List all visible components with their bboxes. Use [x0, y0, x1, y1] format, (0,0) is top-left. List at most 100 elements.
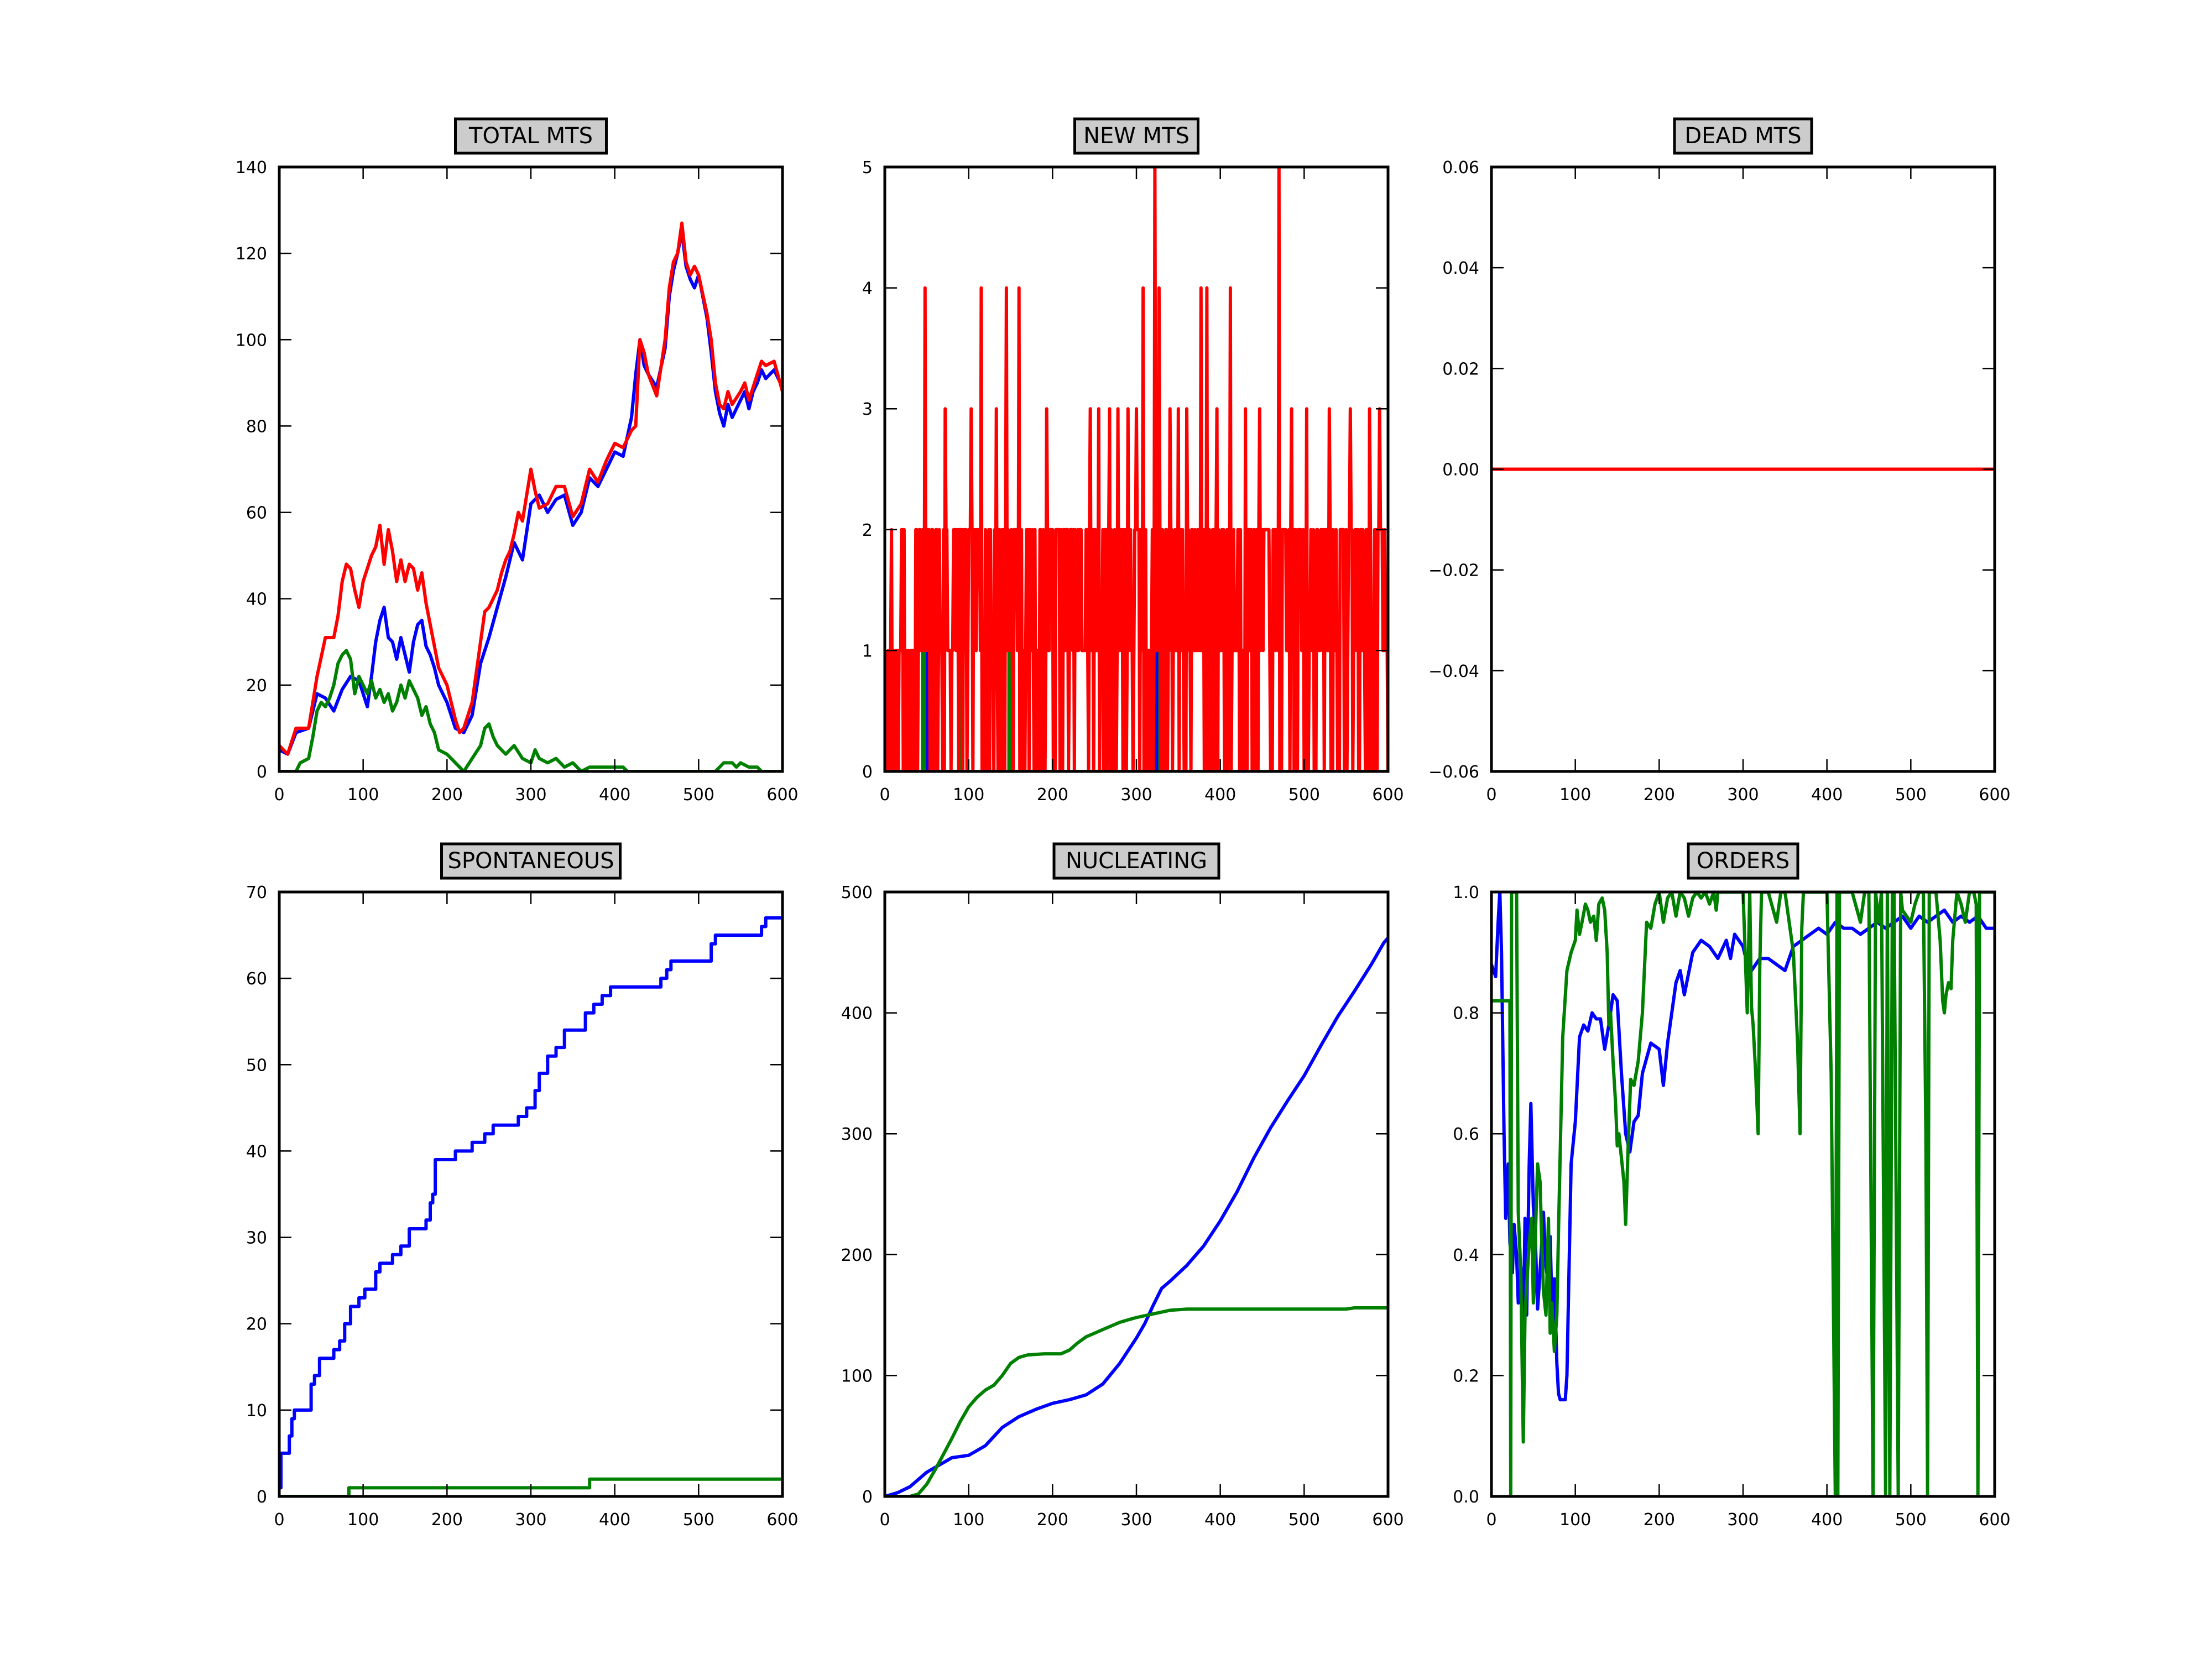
- y-tick-label: 100: [236, 331, 267, 350]
- x-tick-label: 300: [1727, 785, 1759, 805]
- x-tick-label: 600: [1979, 1510, 2010, 1530]
- y-tick-label: 300: [841, 1125, 873, 1144]
- x-tick-label: 300: [1727, 1510, 1759, 1530]
- y-tick-label: 20: [246, 676, 267, 696]
- series-group: [1491, 892, 1995, 1496]
- x-tick-label: 200: [431, 1510, 463, 1530]
- plot-area: [279, 892, 782, 1496]
- series-group: [279, 221, 782, 771]
- y-tick-label: 140: [236, 158, 267, 178]
- y-tick-label: 50: [246, 1056, 267, 1075]
- x-tick-label: 100: [953, 1510, 984, 1530]
- chart-new-mts: 0 100 200 300 400 500 600 0 1 2 3 4 5 NEW MTS: [862, 117, 1404, 805]
- x-tick-label: 400: [1204, 785, 1236, 805]
- x-tick-label: 0: [274, 785, 284, 805]
- y-tick-label: 60: [246, 969, 267, 989]
- y-tick-label: 0.00: [1442, 461, 1479, 480]
- y-tick-label: 80: [246, 417, 267, 436]
- y-tick-label: 4: [862, 279, 873, 299]
- x-tick-label: 400: [599, 1510, 630, 1530]
- title-box: [1052, 842, 1220, 880]
- x-tick-label: 300: [515, 1510, 546, 1530]
- x-tick-label: 600: [1372, 1510, 1404, 1530]
- series-line-blue: [1491, 892, 1995, 1402]
- series-group: [279, 916, 782, 1496]
- y-tick-label: 0: [257, 763, 267, 782]
- chart-nucleating: 0 100 200 300 400 500 600 0 100 200 300 400 500 NUCLE…: [841, 842, 1404, 1530]
- title-box: [454, 117, 608, 155]
- chart-dead-mts: 0 100 200 300 400 500 600 −0.06 −0.04 −0.02 0.00 0.…: [1428, 117, 2011, 805]
- y-tick-label: −0.04: [1428, 662, 1479, 681]
- y-tick-label: 200: [841, 1246, 873, 1265]
- x-tick-label: 0: [1486, 1510, 1496, 1530]
- series-line-green: [279, 1477, 782, 1496]
- x-tick-label: 0: [1486, 785, 1496, 805]
- y-tick-label: 500: [841, 883, 873, 902]
- y-tick-label: 0.6: [1453, 1125, 1479, 1144]
- y-tick-label: 100: [841, 1366, 873, 1386]
- y-tick-label: 0.2: [1453, 1366, 1479, 1386]
- y-tick-label: 40: [246, 1142, 267, 1161]
- x-tick-label: 600: [766, 1510, 798, 1530]
- chart-title: SPONTANEOUS: [448, 848, 614, 874]
- y-tick-label: −0.02: [1428, 561, 1479, 581]
- chart-title: DEAD MTS: [1684, 123, 1801, 149]
- y-tick-label: 0.06: [1442, 158, 1479, 178]
- title-box: [440, 842, 622, 880]
- y-tick-label: 40: [246, 590, 267, 609]
- y-tick-label: 10: [246, 1401, 267, 1421]
- chart-orders: 0 100 200 300 400 500 600 0.0 0.2 0.4 0.6 0.8 1.0 ORD…: [1453, 842, 2011, 1530]
- y-tick-label: 0.4: [1453, 1246, 1479, 1265]
- title-box: [1073, 117, 1199, 155]
- x-tick-label: 500: [1895, 785, 1927, 805]
- y-tick-label: 0.02: [1442, 359, 1479, 379]
- x-tick-label: 600: [1372, 785, 1404, 805]
- series-line-green: [1491, 892, 1995, 1496]
- x-tick-label: 100: [953, 785, 984, 805]
- series-line-green: [279, 649, 782, 771]
- x-tick-label: 600: [766, 785, 798, 805]
- series-line-blue: [885, 937, 1388, 1496]
- series-line-red: [885, 167, 1388, 771]
- y-tick-label: 0: [862, 763, 873, 782]
- plot-area: [885, 892, 1388, 1496]
- y-tick-label: 120: [236, 244, 267, 264]
- y-tick-label: 0.0: [1453, 1488, 1479, 1507]
- x-tick-label: 300: [515, 785, 546, 805]
- x-tick-label: 100: [1559, 785, 1591, 805]
- x-tick-label: 100: [347, 785, 379, 805]
- x-tick-label: 500: [1895, 1510, 1927, 1530]
- series-group: [885, 167, 1388, 771]
- chart-spontaneous: 0 100 200 300 400 500 600 0 10 20 30 40 50 60 70 SPONTA…: [246, 842, 799, 1530]
- plot-area: [1491, 892, 1995, 1496]
- y-tick-label: 0.04: [1442, 259, 1479, 278]
- y-tick-label: −0.06: [1428, 763, 1479, 782]
- y-tick-label: 20: [246, 1315, 267, 1334]
- y-tick-label: 0: [862, 1488, 873, 1507]
- y-tick-label: 60: [246, 504, 267, 523]
- x-tick-label: 400: [1811, 1510, 1843, 1530]
- x-tick-label: 200: [1037, 785, 1068, 805]
- x-tick-label: 400: [1811, 785, 1843, 805]
- x-tick-label: 200: [1644, 785, 1675, 805]
- series-line-red: [279, 221, 782, 756]
- chart-title: NUCLEATING: [1066, 848, 1207, 874]
- x-tick-label: 0: [274, 1510, 284, 1530]
- x-tick-label: 100: [347, 1510, 379, 1530]
- x-tick-label: 400: [1204, 1510, 1236, 1530]
- x-tick-label: 300: [1120, 785, 1152, 805]
- x-tick-label: 200: [1037, 1510, 1068, 1530]
- x-tick-label: 500: [1288, 1510, 1320, 1530]
- title-box: [1673, 117, 1813, 155]
- x-tick-label: 500: [683, 1510, 714, 1530]
- series-line-green: [885, 1306, 1388, 1496]
- chart-title: NEW MTS: [1083, 123, 1190, 149]
- y-tick-label: 30: [246, 1229, 267, 1248]
- chart-title: ORDERS: [1697, 848, 1790, 874]
- x-tick-label: 0: [879, 785, 890, 805]
- x-tick-label: 200: [1644, 1510, 1675, 1530]
- x-tick-label: 100: [1559, 1510, 1591, 1530]
- x-tick-label: 0: [879, 1510, 890, 1530]
- x-tick-label: 200: [431, 785, 463, 805]
